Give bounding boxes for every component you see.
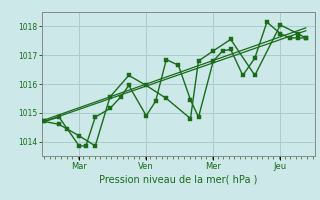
X-axis label: Pression niveau de la mer( hPa ): Pression niveau de la mer( hPa ) bbox=[99, 175, 258, 185]
